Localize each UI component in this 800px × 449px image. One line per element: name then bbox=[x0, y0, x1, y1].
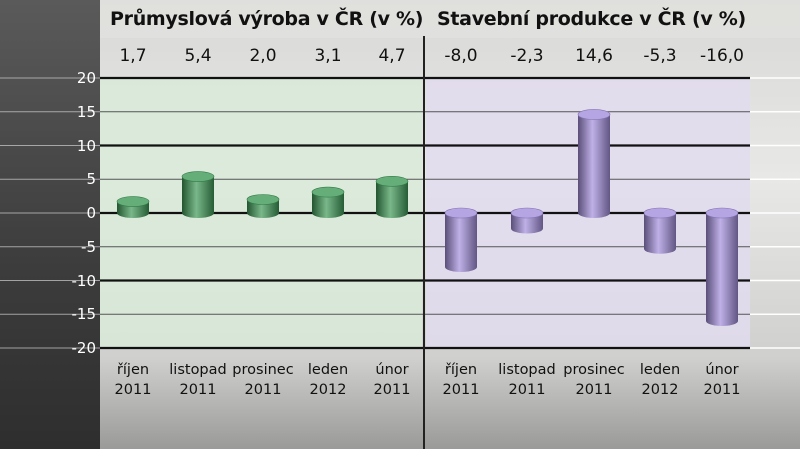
category-label: únor 2011 bbox=[374, 360, 411, 400]
bar-body bbox=[376, 181, 408, 218]
category-label-line: 2012 bbox=[309, 382, 347, 398]
category-label-line: leden bbox=[639, 362, 681, 378]
value-label: 4,7 bbox=[378, 46, 406, 66]
y-tick-label: 0 bbox=[86, 204, 96, 222]
bar-top-cap bbox=[181, 171, 215, 182]
bar-top-cap bbox=[116, 196, 150, 207]
value-label: 2,0 bbox=[249, 46, 277, 66]
value-label: 1,7 bbox=[119, 46, 147, 66]
category-label-line: 2011 bbox=[508, 382, 546, 398]
y-tick-label: -20 bbox=[71, 339, 97, 357]
category-label: únor 2011 bbox=[704, 360, 741, 400]
category-label: leden 2012 bbox=[640, 360, 680, 400]
y-tick-label: -15 bbox=[71, 305, 97, 324]
value-label: -5,3 bbox=[643, 46, 677, 66]
bar-body bbox=[182, 176, 214, 218]
category-label-line: leden bbox=[307, 362, 349, 378]
bar-body bbox=[511, 213, 543, 234]
bar-body bbox=[312, 192, 344, 218]
value-label: 5,4 bbox=[184, 46, 212, 66]
bar-top-cap bbox=[577, 109, 611, 120]
category-label-line: listopad bbox=[498, 362, 556, 378]
value-label: -8,0 bbox=[444, 46, 478, 66]
category-label: prosinec 2011 bbox=[232, 360, 293, 400]
category-label-line: únor bbox=[705, 362, 739, 378]
category-label-line: říjen bbox=[116, 362, 150, 378]
y-tick-label: -5 bbox=[81, 237, 96, 256]
y-tick-label: 5 bbox=[86, 170, 96, 189]
bar-top-cap bbox=[643, 207, 677, 219]
bar-top-cap bbox=[705, 207, 739, 219]
bar-top-cap bbox=[444, 207, 478, 219]
bar-body bbox=[445, 213, 477, 272]
category-label-line: listopad bbox=[169, 362, 227, 378]
y-tick-label: 20 bbox=[76, 69, 96, 87]
category-label-line: říjen bbox=[444, 362, 478, 378]
category-label-line: únor bbox=[375, 362, 409, 378]
bar-body bbox=[644, 213, 676, 254]
bar-top-cap bbox=[510, 207, 544, 219]
category-label-line: 2011 bbox=[703, 382, 741, 398]
value-label: 3,1 bbox=[314, 46, 342, 66]
bar-top-cap bbox=[246, 194, 280, 205]
value-label: -16,0 bbox=[700, 46, 744, 66]
category-label-line: 2011 bbox=[575, 382, 613, 398]
chart-title-construction: Stavební produkce v ČR (v %) bbox=[437, 8, 746, 30]
title-bar bbox=[100, 0, 800, 38]
left-dark-strip bbox=[0, 0, 100, 449]
category-label-line: 2012 bbox=[641, 382, 679, 398]
category-label: prosinec 2011 bbox=[563, 360, 624, 400]
category-label-line: 2011 bbox=[179, 382, 217, 398]
bar-body bbox=[578, 114, 610, 218]
category-label-line: prosinec bbox=[563, 362, 625, 378]
category-label-line: prosinec bbox=[232, 362, 294, 378]
category-label: listopad 2011 bbox=[169, 360, 226, 400]
category-label-line: 2011 bbox=[114, 382, 152, 398]
category-label: listopad 2011 bbox=[498, 360, 555, 400]
category-label: leden 2012 bbox=[308, 360, 348, 400]
value-label: -2,3 bbox=[510, 46, 544, 66]
category-label: říjen 2011 bbox=[443, 360, 480, 400]
chart-title-industry: Průmyslová výroba v ČR (v %) bbox=[110, 8, 424, 30]
y-tick-label: 10 bbox=[76, 136, 96, 155]
category-label-line: 2011 bbox=[373, 382, 411, 398]
y-tick-label: -10 bbox=[71, 271, 97, 290]
bar-top-cap bbox=[311, 186, 345, 198]
bar-body bbox=[706, 213, 738, 326]
value-label: 14,6 bbox=[575, 46, 613, 66]
y-tick-label: 15 bbox=[76, 102, 96, 121]
bar-top-cap bbox=[375, 175, 409, 187]
category-label-line: 2011 bbox=[442, 382, 480, 398]
category-label: říjen 2011 bbox=[115, 360, 152, 400]
category-label-line: 2011 bbox=[244, 382, 282, 398]
